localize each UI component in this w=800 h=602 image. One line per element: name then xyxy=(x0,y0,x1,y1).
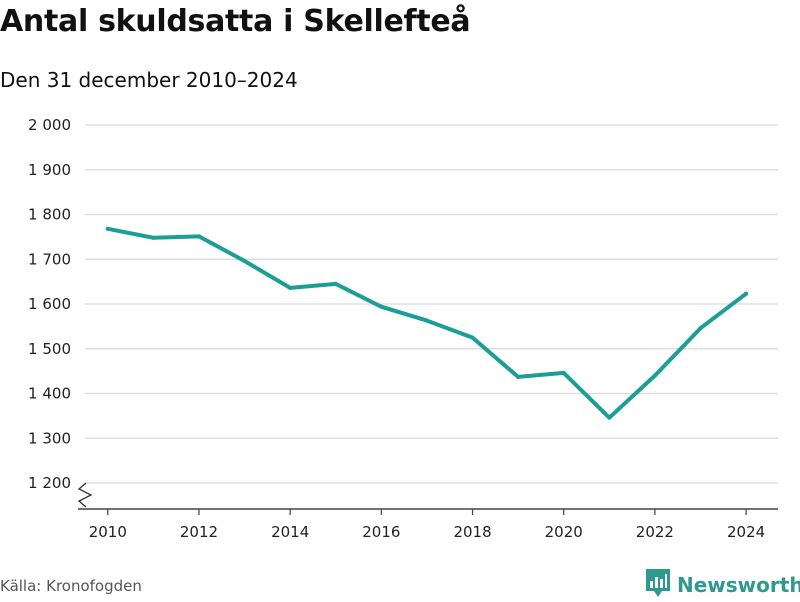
brand[interactable]: Newsworthy xyxy=(645,568,800,602)
x-tick-label-2022: 2022 xyxy=(636,523,674,541)
data-point-2010 xyxy=(105,226,110,231)
axis-break-icon xyxy=(77,482,93,508)
x-tick-label-2014: 2014 xyxy=(271,523,309,541)
data-point-2011 xyxy=(151,235,156,240)
chart-title: Antal skuldsatta i Skellefteå xyxy=(0,4,471,39)
x-tick-label-2012: 2012 xyxy=(180,523,218,541)
newsworthy-logo-icon xyxy=(645,568,671,602)
data-point-2015 xyxy=(333,281,338,286)
chart-subtitle: Den 31 december 2010–2024 xyxy=(0,68,298,92)
data-point-2019 xyxy=(516,374,521,379)
data-point-2018 xyxy=(470,335,475,340)
gridlines xyxy=(85,124,778,484)
series-layer xyxy=(105,226,749,420)
series-line-0 xyxy=(105,226,749,420)
data-point-2017 xyxy=(424,318,429,323)
x-tick-label-2016: 2016 xyxy=(362,523,400,541)
x-tick-label-2010: 2010 xyxy=(89,523,127,541)
data-point-2021 xyxy=(607,415,612,420)
y-tick-label-1500: 1 500 xyxy=(28,340,71,358)
y-tick-label-1300: 1 300 xyxy=(28,429,71,447)
data-point-2014 xyxy=(288,285,293,290)
y-tick-label-1800: 1 800 xyxy=(28,206,71,224)
x-axis-tick-labels: 2010 2012 2014 2016 2018 2020 2022 2024 xyxy=(89,523,765,541)
x-axis xyxy=(77,482,778,515)
data-point-2012 xyxy=(196,234,201,239)
y-tick-label-2000: 2 000 xyxy=(28,116,71,134)
data-point-2020 xyxy=(561,370,566,375)
y-tick-label-1200: 1 200 xyxy=(28,474,71,492)
x-tick-label-2020: 2020 xyxy=(545,523,583,541)
source-note: Källa: Kronofogden xyxy=(0,577,142,595)
x-tick-label-2018: 2018 xyxy=(453,523,491,541)
y-tick-label-1400: 1 400 xyxy=(28,385,71,403)
y-tick-label-1900: 1 900 xyxy=(28,161,71,179)
y-tick-label-1700: 1 700 xyxy=(28,250,71,268)
data-point-2016 xyxy=(379,304,384,309)
y-axis-tick-labels: 1 200 1 300 1 400 1 500 1 600 1 700 1 800 1 900… xyxy=(28,116,71,492)
data-point-2022 xyxy=(652,373,657,378)
data-point-2024 xyxy=(744,291,749,296)
y-tick-label-1600: 1 600 xyxy=(28,295,71,313)
data-point-2023 xyxy=(698,326,703,331)
x-tick-label-2024: 2024 xyxy=(727,523,765,541)
data-point-2013 xyxy=(242,259,247,264)
brand-name: Newsworthy xyxy=(677,573,800,597)
